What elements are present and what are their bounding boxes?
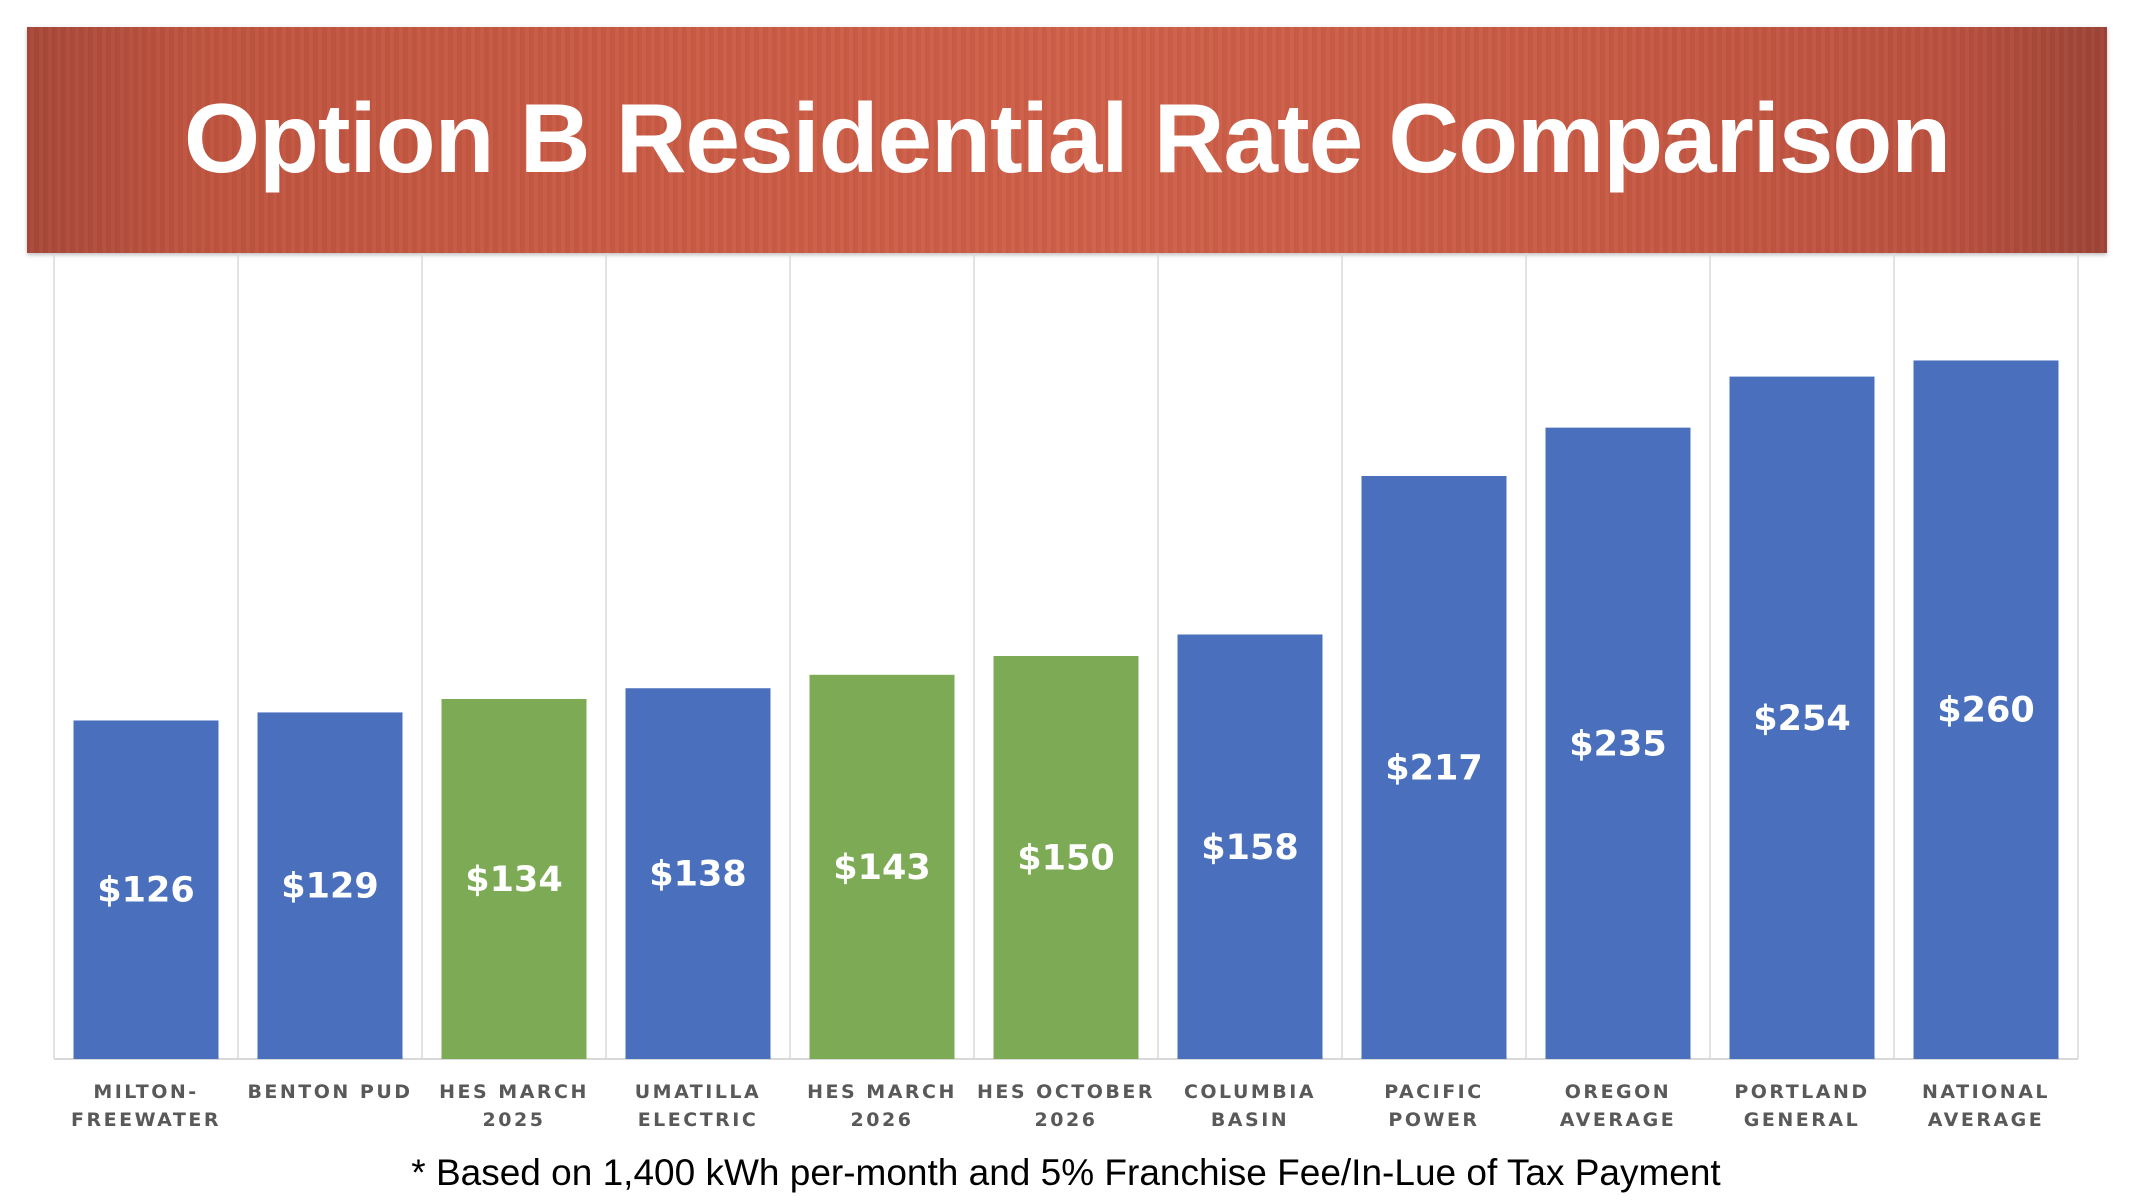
category-label: AVERAGE — [1560, 1109, 1677, 1131]
data-label: $134 — [465, 860, 562, 900]
category-label: 2025 — [483, 1109, 546, 1131]
bar — [625, 688, 771, 1059]
bar — [809, 674, 955, 1059]
data-label: $158 — [1201, 828, 1298, 868]
category-label: PACIFIC — [1384, 1081, 1483, 1103]
bar — [1361, 475, 1507, 1059]
data-label: $260 — [1937, 691, 2034, 731]
category-label: AVERAGE — [1928, 1109, 2045, 1131]
bar — [1729, 376, 1875, 1059]
category-label: POWER — [1388, 1109, 1479, 1131]
page-title: Option B Residential Rate Comparison — [183, 83, 1951, 193]
category-label: OREGON — [1565, 1081, 1671, 1103]
data-label: $138 — [649, 855, 746, 895]
category-label: BENTON PUD — [247, 1081, 412, 1103]
data-label: $129 — [281, 867, 378, 907]
category-label: FREEWATER — [71, 1109, 221, 1131]
category-label: MILTON- — [93, 1081, 198, 1103]
category-label: UMATILLA — [635, 1081, 762, 1103]
category-label: ELECTRIC — [638, 1109, 759, 1131]
bar — [1177, 634, 1323, 1059]
footnote: * Based on 1,400 kWh per-month and 5% Fr… — [411, 1152, 1721, 1193]
category-label: COLUMBIA — [1184, 1081, 1316, 1103]
data-label: $235 — [1569, 724, 1666, 764]
data-label: $143 — [833, 848, 930, 888]
category-label: HES MARCH — [807, 1081, 957, 1103]
data-label: $254 — [1753, 699, 1850, 739]
category-label: HES OCTOBER — [977, 1081, 1155, 1103]
data-label: $217 — [1385, 748, 1482, 788]
bar — [993, 656, 1139, 1059]
category-label: 2026 — [1035, 1109, 1098, 1131]
category-label: GENERAL — [1744, 1109, 1860, 1131]
category-label: BASIN — [1211, 1109, 1289, 1131]
category-label: HES MARCH — [439, 1081, 589, 1103]
bar — [73, 720, 219, 1059]
category-label: NATIONAL — [1922, 1081, 2050, 1103]
category-label: PORTLAND — [1734, 1081, 1869, 1103]
bar — [257, 712, 403, 1059]
bar — [441, 698, 587, 1059]
category-label: 2026 — [851, 1109, 914, 1131]
bar — [1913, 360, 2059, 1059]
data-label: $126 — [97, 871, 194, 911]
data-label: $150 — [1017, 839, 1114, 879]
title-banner: Option B Residential Rate Comparison — [27, 27, 2107, 253]
bar — [1545, 427, 1691, 1060]
